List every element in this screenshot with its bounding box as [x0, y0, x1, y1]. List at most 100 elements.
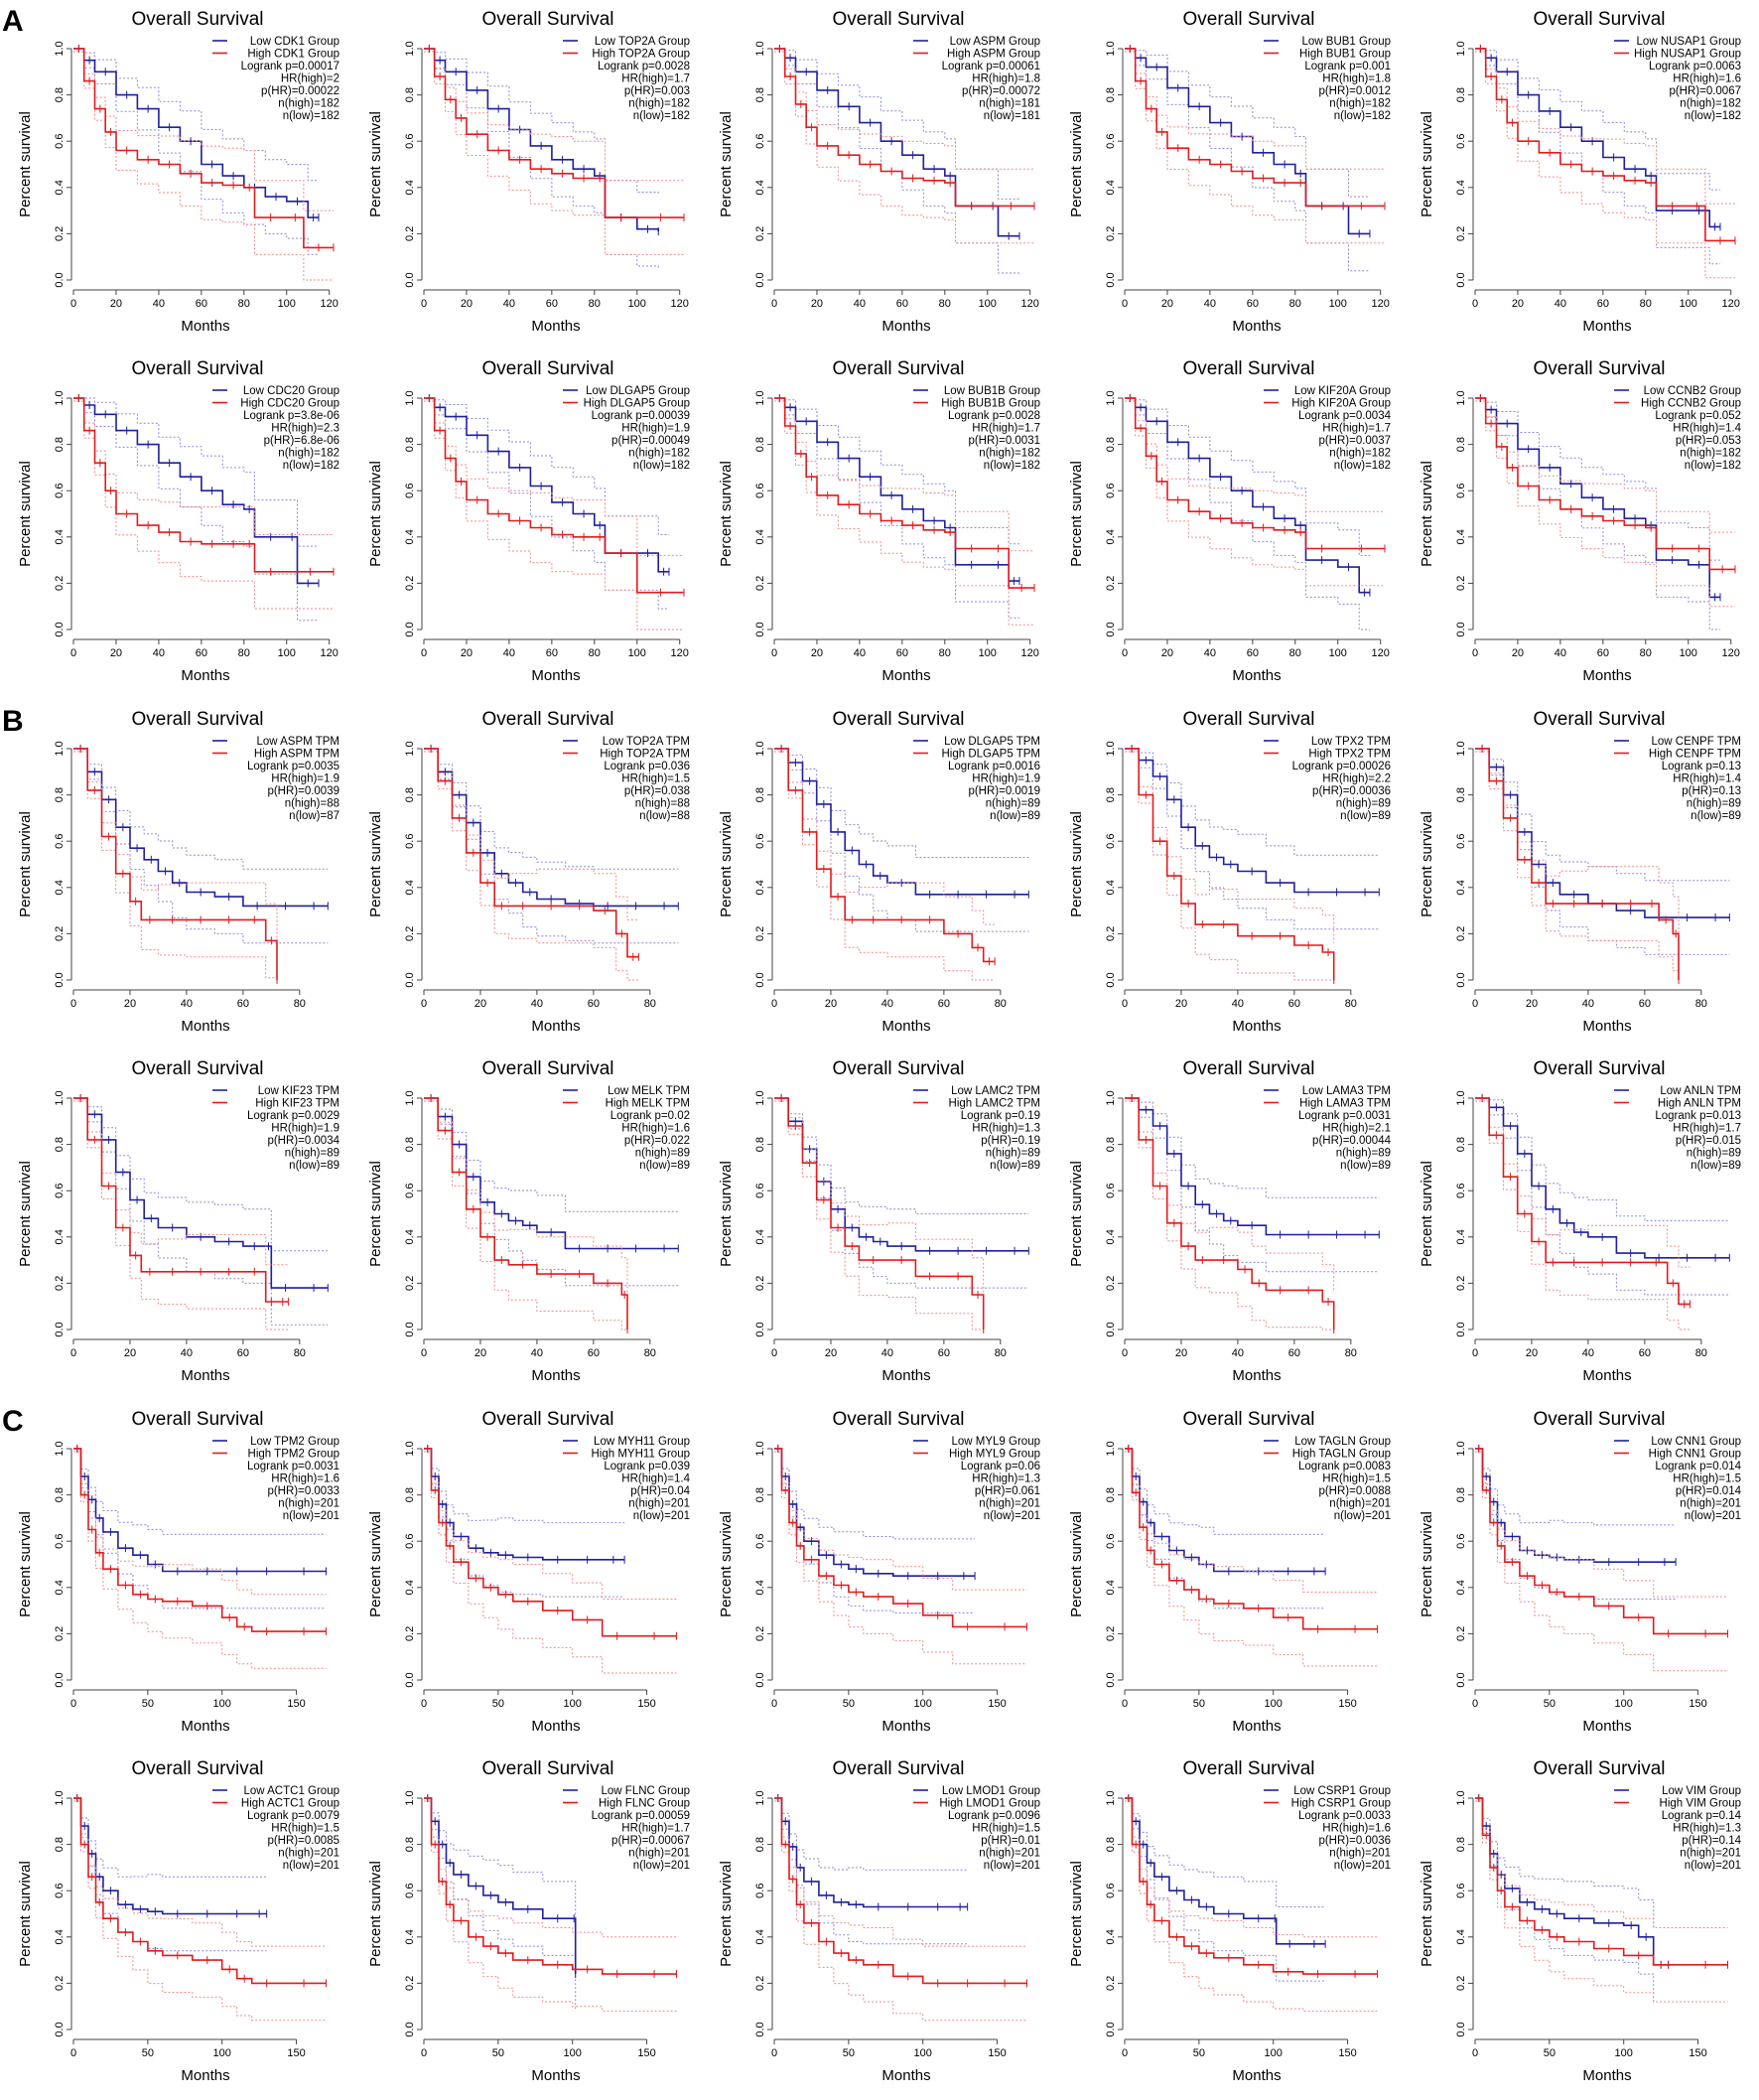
legend-entry: Low TOP2A Group	[595, 36, 690, 48]
high-group-curve	[424, 48, 684, 218]
y-axis-label: Percent survival	[17, 1161, 34, 1267]
x-tick-label: 40	[1232, 1347, 1244, 1359]
y-tick-label: 1.0	[1455, 1441, 1467, 1456]
y-tick-label: 0.2	[754, 926, 766, 941]
y-tick-label: 0.2	[1455, 226, 1467, 241]
y-tick-label: 0.0	[54, 1672, 66, 1687]
confidence-band-line	[424, 48, 659, 195]
x-axis-label: Months	[1232, 667, 1281, 684]
y-tick-label: 1.0	[54, 1090, 66, 1105]
stat-text: HR(high)=1.3	[1673, 1823, 1741, 1835]
y-axis-label: Percent survival	[1419, 1161, 1435, 1267]
y-axis-label: Percent survival	[367, 1861, 384, 1967]
confidence-band-line	[1475, 1800, 1669, 2003]
stat-text: n(high)=181	[979, 98, 1040, 110]
low-group-curve	[1125, 1097, 1380, 1236]
confidence-band-line	[1475, 48, 1735, 205]
y-tick-label: 1.0	[754, 1090, 766, 1105]
legend-entry: Low CENPF TPM	[1651, 736, 1741, 748]
stat-text: n(low)=87	[289, 810, 339, 822]
x-tick-label: 120	[1021, 647, 1039, 659]
y-tick-label: 0.4	[1455, 529, 1467, 544]
y-tick-label: 0.6	[404, 834, 416, 849]
chart-11: Overall Survival 0.0 0.2 0.4 0.6 0.8 1.0 0 20 40 6…	[17, 709, 339, 1035]
y-tick-label: 1.0	[1455, 1090, 1467, 1105]
y-tick-label: 0.0	[404, 1672, 416, 1687]
confidence-band-line	[73, 751, 329, 944]
chart-title: Overall Survival	[1182, 358, 1314, 379]
y-tick-label: 0.2	[54, 926, 66, 941]
y-tick-label: 0.6	[1105, 1884, 1117, 1898]
confidence-band-line	[1475, 1100, 1691, 1330]
x-tick-label: 40	[854, 298, 866, 310]
y-tick-label: 0.0	[1455, 1322, 1467, 1336]
x-axis-label: Months	[881, 2067, 930, 2084]
x-tick-label: 0	[1472, 1347, 1478, 1359]
x-tick-label: 0	[1472, 298, 1478, 310]
stat-text: n(high)=201	[278, 1848, 339, 1860]
stat-text: HR(high)=1.9	[972, 773, 1040, 785]
x-tick-label: 60	[1247, 647, 1259, 659]
legend-entry: High TOP2A Group	[592, 49, 690, 61]
y-tick-label: 0.4	[1105, 1229, 1117, 1244]
legend-entry: Low ANLN TPM	[1660, 1085, 1741, 1097]
chart-title: Overall Survival	[832, 1058, 964, 1079]
stat-text: n(low)=201	[633, 1860, 690, 1872]
stat-text: HR(high)=1.4	[621, 1473, 690, 1485]
x-tick-label: 100	[914, 1698, 932, 1710]
x-tick-label: 60	[196, 647, 207, 659]
stat-text: Logrank p=0.0031	[1298, 1110, 1391, 1122]
y-tick-label: 0.8	[404, 437, 416, 452]
confidence-band-line	[774, 1100, 984, 1330]
stat-text: Logrank p=0.052	[1655, 410, 1741, 422]
stat-text: p(HR)=0.0085	[267, 1835, 339, 1847]
x-tick-label: 80	[238, 298, 250, 310]
y-tick-label: 0.2	[1105, 1276, 1117, 1291]
x-tick-label: 100	[278, 647, 296, 659]
legend-entry: Low TPM2 Group	[250, 1436, 339, 1448]
stat-text: Logrank p=0.0028	[598, 61, 690, 72]
y-axis-label: Percent survival	[17, 811, 34, 917]
y-tick-label: 0.4	[54, 529, 66, 544]
chart-20: Overall Survival 0.0 0.2 0.4 0.6 0.8 1.0 0 20 40 6…	[1419, 1058, 1741, 1384]
y-tick-label: 0.0	[1105, 972, 1117, 987]
stat-text: HR(high)=1.5	[1322, 1473, 1391, 1485]
y-tick-label: 1.0	[54, 1790, 66, 1805]
x-axis-label: Months	[1232, 1018, 1281, 1035]
y-tick-label: 0.2	[404, 576, 416, 591]
stat-text: HR(high)=1.6	[1673, 73, 1741, 85]
stat-text: n(high)=182	[979, 448, 1040, 460]
y-tick-label: 0.0	[1455, 622, 1467, 636]
x-tick-label: 80	[1345, 998, 1357, 1010]
y-tick-label: 1.0	[754, 390, 766, 405]
legend-entry: Low CNN1 Group	[1651, 1436, 1741, 1448]
y-tick-label: 0.6	[54, 1884, 66, 1898]
chart-2: Overall Survival 0.0 0.2 0.4 0.6 0.8 1.0 0 20 40 6…	[367, 9, 690, 335]
chart-25: Overall Survival 0.0 0.2 0.4 0.6 0.8 1.0 0 50 100…	[1419, 1409, 1742, 1735]
x-tick-label: 60	[1597, 298, 1609, 310]
x-tick-label: 60	[237, 1347, 249, 1359]
confidence-band-line	[73, 748, 329, 870]
stat-text: p(HR)=0.14	[1682, 1835, 1741, 1847]
chart-6: Overall Survival 0.0 0.2 0.4 0.6 0.8 1.0 0 20 40 6…	[17, 358, 339, 684]
high-group-curve	[73, 1448, 327, 1632]
y-tick-label: 1.0	[54, 41, 66, 56]
legend-entry: High CDC20 Group	[240, 398, 339, 410]
y-tick-label: 0.0	[54, 1322, 66, 1336]
chart-title: Overall Survival	[1533, 9, 1665, 30]
high-group-curve	[774, 397, 1034, 589]
y-tick-label: 1.0	[54, 1441, 66, 1456]
stat-text: n(high)=201	[979, 1498, 1040, 1510]
x-axis-label: Months	[181, 1718, 229, 1735]
x-tick-label: 100	[628, 298, 646, 310]
y-tick-label: 0.2	[404, 226, 416, 241]
low-group-curve	[1125, 1797, 1326, 1945]
stat-text: n(low)=182	[283, 110, 339, 122]
high-group-curve	[1125, 397, 1385, 550]
y-tick-label: 0.8	[1105, 87, 1117, 102]
high-group-curve	[1125, 1797, 1378, 1975]
confidence-band-line	[424, 1451, 677, 1674]
legend-entry: High FLNC Group	[599, 1798, 690, 1810]
legend-entry: Low CSRP1 Group	[1293, 1785, 1391, 1797]
y-tick-label: 0.2	[754, 1626, 766, 1641]
